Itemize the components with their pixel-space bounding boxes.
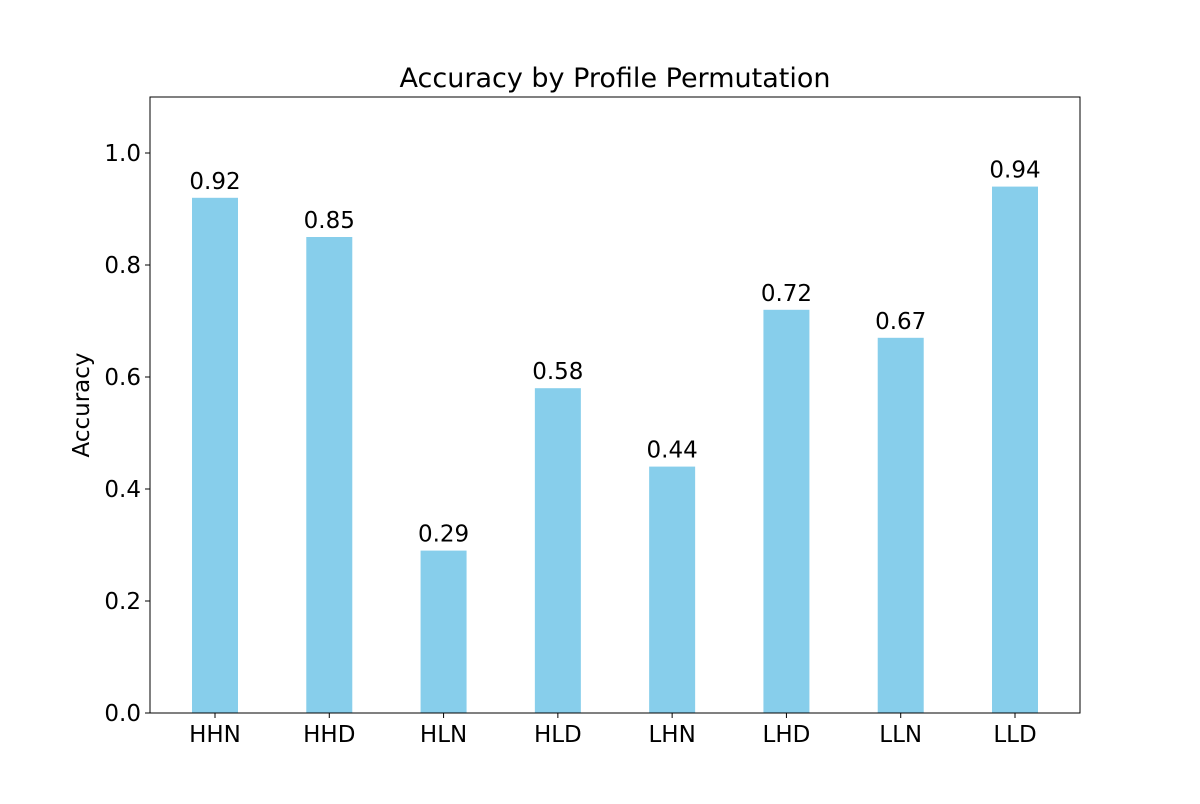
value-label-hhn: 0.92 (189, 169, 240, 195)
value-label-hhd: 0.85 (304, 208, 355, 234)
y-axis: 0.0 0.2 0.4 0.6 0.8 1.0 (104, 141, 150, 727)
y-tick-label: 0.8 (104, 253, 141, 279)
x-tick-label-hhd: HHD (303, 722, 355, 748)
x-tick-label-hhn: HHN (189, 722, 241, 748)
bar-lhd (763, 309, 810, 713)
value-label-hld: 0.58 (532, 359, 583, 385)
bar-lln (877, 337, 924, 713)
plot-frame (149, 96, 1081, 714)
value-label-lhn: 0.44 (647, 438, 698, 464)
value-label-hln: 0.29 (418, 522, 469, 548)
bar-lhn (649, 466, 696, 713)
x-tick-label-lhd: LHD (763, 722, 811, 748)
x-tick-label-lln: LLN (879, 722, 922, 748)
bar-hln (420, 550, 467, 713)
y-tick-label: 0.2 (104, 589, 141, 615)
x-axis: HHN HHD HLN HLD LHN LHD LLN LLD (189, 713, 1037, 748)
x-tick-label-hln: HLN (420, 722, 467, 748)
bars-layer (192, 186, 1038, 714)
x-tick-label-hld: HLD (534, 722, 582, 748)
bar-hld (534, 388, 581, 713)
bar-lld (992, 186, 1038, 714)
y-tick-label: 1.0 (104, 141, 141, 167)
x-tick-label-lhn: LHN (648, 722, 695, 748)
y-tick-label: 0.0 (104, 701, 141, 727)
value-label-lln: 0.67 (875, 309, 926, 335)
value-labels-layer: 0.92 0.85 0.29 0.58 0.44 0.72 0.67 0.94 (189, 158, 1040, 548)
chart-title: Accuracy by Profile Permutation (400, 63, 831, 94)
bar-hhd (306, 237, 353, 713)
y-axis-label: Accuracy (69, 352, 95, 457)
bar-hhn (192, 197, 238, 714)
x-tick-label-lld: LLD (993, 722, 1036, 748)
y-tick-label: 0.6 (104, 365, 141, 391)
value-label-lhd: 0.72 (761, 281, 812, 307)
value-label-lld: 0.94 (989, 158, 1040, 184)
y-tick-label: 0.4 (104, 477, 141, 503)
